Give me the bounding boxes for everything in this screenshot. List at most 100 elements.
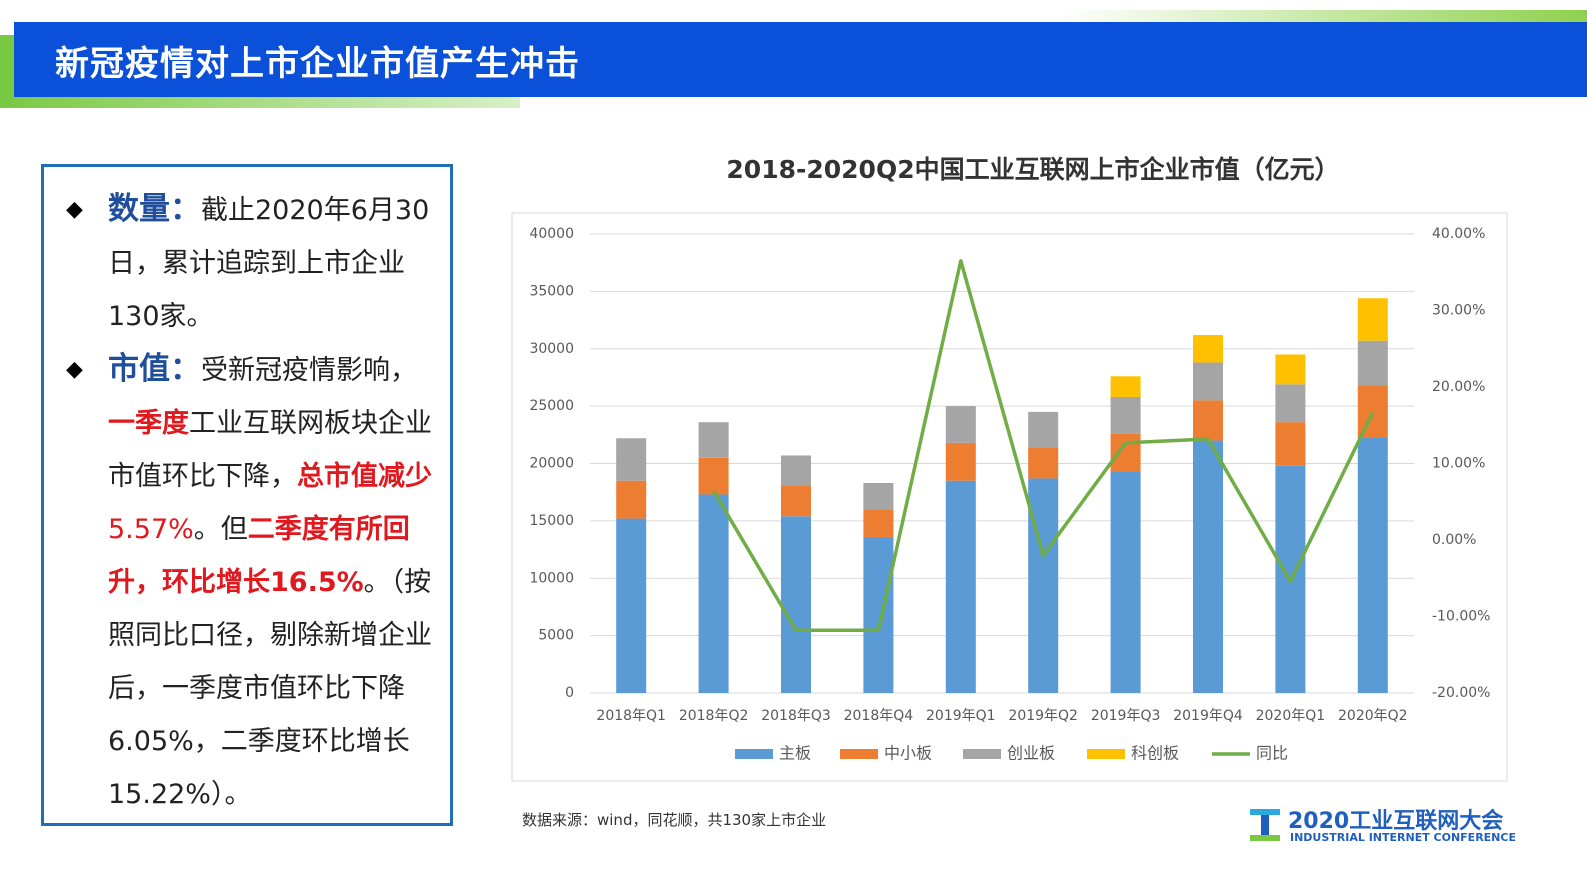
legend-label: 创业板 [1007, 744, 1055, 763]
text-run: 5.57% [108, 514, 194, 545]
bar-segment [1193, 440, 1223, 693]
header-bar [14, 22, 1587, 97]
y2-tick-label: 0.00% [1432, 532, 1476, 548]
x-tick-label: 2020年Q1 [1256, 708, 1326, 724]
y-tick-label: 25000 [529, 398, 574, 414]
bar-segment [863, 509, 894, 537]
x-tick-label: 2018年Q4 [844, 708, 914, 724]
x-tick-label: 2020年Q2 [1338, 708, 1408, 724]
logo-subtitle: INDUSTRIAL INTERNET CONFERENCE [1290, 831, 1516, 844]
bar-segment [1110, 396, 1141, 434]
y2-tick-label: 30.00% [1432, 303, 1485, 319]
point-label: 数量： [108, 191, 201, 227]
bullet-point: ◆ 数量：截止2020年6月30日，累计追踪到上市企业130家。 [66, 183, 434, 343]
x-tick-label: 2019年Q4 [1173, 708, 1243, 724]
y2-tick-label: 20.00% [1432, 379, 1485, 395]
y-tick-label: 0 [565, 685, 574, 701]
bar-segment [1028, 478, 1059, 693]
y2-tick-label: -20.00% [1432, 685, 1490, 701]
y-tick-label: 15000 [529, 513, 574, 529]
bullet-icon: ◆ [66, 197, 83, 222]
bar-segment [616, 438, 647, 481]
x-tick-label: 2019年Q1 [926, 708, 996, 724]
logo-name: 2020工业互联网大会 [1288, 809, 1504, 834]
side-accent [0, 35, 14, 107]
bar-segment [1357, 298, 1388, 341]
legend-swatch [963, 749, 1001, 759]
text-run: 二季度有所回升，环比增长16.5% [108, 514, 410, 598]
bar-segment [1357, 385, 1388, 438]
bar-segment [781, 516, 811, 693]
bar-segment [1193, 334, 1223, 363]
bar-segment [698, 494, 729, 693]
bar-segment [1357, 340, 1388, 386]
bar-segment [1275, 354, 1306, 385]
bar-segment [1028, 447, 1059, 479]
text-run: 截止2020年6月30日，累计追踪到上市企业130家。 [108, 195, 430, 332]
text-run: 。（按照同比口径，剔除新增企业后，一季度市值环比下降6.05%，二季度环比增长1… [108, 567, 432, 810]
bullet-icon: ◆ [66, 357, 83, 382]
y-tick-label: 10000 [529, 570, 574, 586]
text-run: 。但 [193, 514, 248, 545]
legend-swatch [735, 749, 773, 759]
x-tick-label: 2019年Q3 [1091, 708, 1161, 724]
legend-label: 科创板 [1131, 744, 1179, 763]
chart-frame [511, 212, 1508, 782]
bar-segment [1110, 433, 1141, 472]
bar-segment [1110, 376, 1141, 397]
legend-label: 中小板 [884, 744, 932, 763]
bar-segment [945, 480, 976, 693]
text-run: 受新冠疫情影响， [201, 355, 417, 386]
bar-segment [1110, 471, 1141, 693]
x-tick-label: 2018年Q2 [679, 708, 749, 724]
bar-segment [698, 457, 729, 495]
logo-icon [1250, 809, 1280, 815]
bar-segment [1357, 437, 1388, 693]
chart-title: 2018-2020Q2中国工业互联网上市企业市值（亿元） [726, 155, 1339, 184]
x-tick-label: 2018年Q3 [761, 708, 831, 724]
bar-segment [781, 485, 811, 517]
y-tick-label: 20000 [529, 456, 574, 472]
bar-segment [616, 480, 647, 519]
x-tick-label: 2018年Q1 [596, 708, 666, 724]
y2-tick-label: -10.00% [1432, 609, 1490, 625]
bar-segment [945, 442, 976, 481]
y2-tick-label: 40.00% [1432, 226, 1485, 242]
line-series [712, 259, 1375, 633]
text-box: ◆ 数量：截止2020年6月30日，累计追踪到上市企业130家。 ◆ 市值：受新冠疫情… [41, 164, 453, 826]
text-run: 总市值减少 [297, 461, 432, 492]
bar-segment [1275, 422, 1306, 466]
bar-segment [698, 422, 729, 458]
legend-swatch [840, 749, 878, 759]
bar-segment [863, 483, 894, 510]
y-tick-label: 30000 [529, 341, 574, 357]
logo-icon [1261, 815, 1269, 839]
text-run: 一季度 [108, 408, 189, 439]
bar-segment [1193, 400, 1223, 441]
bar-segment [945, 406, 976, 443]
y-tick-label: 40000 [529, 226, 574, 242]
legend-label: 主板 [779, 744, 811, 763]
point-label: 市值： [108, 351, 201, 387]
bullet-point: ◆ 市值：受新冠疫情影响， 一季度工业互联网板块企业市值环比下降，总市值减少 5.57… [66, 343, 434, 821]
text-run: 工业互联网板块企业市值环比下降， [108, 408, 432, 492]
bar-segment [616, 518, 647, 693]
bar-segment [781, 455, 811, 486]
logo-icon [1250, 835, 1280, 841]
legend-label: 同比 [1256, 744, 1288, 763]
bar-segment [1275, 384, 1306, 423]
top-accent [1060, 10, 1587, 22]
bar-segment [1193, 362, 1223, 401]
source-note: 数据来源：wind，同花顺，共130家上市企业 [522, 811, 827, 829]
slide-title: 新冠疫情对上市企业市值产生冲击 [55, 44, 580, 84]
bar-segment [863, 536, 894, 693]
y2-tick-label: 10.00% [1432, 456, 1485, 472]
y-tick-label: 35000 [529, 283, 574, 299]
y-tick-label: 5000 [538, 628, 574, 644]
bottom-accent [0, 97, 520, 108]
legend-swatch [1087, 749, 1125, 759]
bar-segment [1028, 411, 1059, 448]
